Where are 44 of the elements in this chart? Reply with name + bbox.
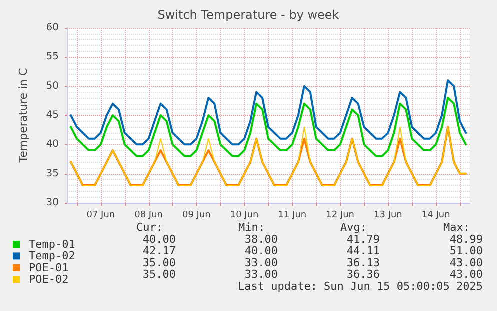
- x-tick-label: 13 Jun: [374, 210, 402, 220]
- x-tick-label: 11 Jun: [278, 210, 307, 220]
- text: 40.00: [244, 244, 278, 258]
- x-tick-label: 08 Jun: [134, 210, 163, 220]
- text: 33.00: [244, 268, 278, 282]
- line-series: [70, 80, 468, 146]
- y-tick-label: 30: [46, 198, 59, 208]
- legend-label: Temp-01: [29, 238, 76, 251]
- y-tick-label: 40: [46, 139, 59, 150]
- text: 41.79: [346, 233, 380, 246]
- text: 48.99: [450, 233, 484, 246]
- text: Min:: [238, 221, 266, 234]
- y-tick-label: 50: [46, 80, 59, 92]
- text: 40.00: [142, 233, 176, 246]
- text: 35.00: [142, 256, 176, 270]
- y-tick-label: 60: [46, 22, 59, 34]
- text: 33.00: [244, 256, 278, 270]
- text: 51.00: [450, 244, 484, 258]
- text: Last update: Sun Jun 15 05:00:05 2025: [238, 280, 484, 293]
- x-tick-label: 12 Jun: [326, 210, 355, 220]
- text: Cur:: [136, 221, 164, 234]
- text: 35.00: [142, 268, 176, 282]
- text: 42.17: [142, 244, 176, 258]
- y-tick-label: 55: [46, 52, 59, 63]
- line-series: [70, 97, 468, 158]
- x-tick-label: 09 Jun: [182, 210, 211, 220]
- y-axis-title: Temperature in C: [17, 68, 30, 164]
- y-tick-label: 35: [46, 168, 59, 180]
- text: 43.00: [450, 268, 484, 282]
- legend-label: POE-01: [29, 261, 69, 274]
- legend-label: POE-02: [29, 273, 69, 286]
- x-tick-label: 07 Jun: [86, 210, 116, 220]
- text: Max:: [444, 221, 470, 234]
- x-tick-label: 10 Jun: [230, 210, 259, 220]
- text: 38.00: [244, 233, 278, 246]
- y-tick-label: 45: [46, 110, 59, 121]
- chart-title: Switch Temperature - by week: [158, 8, 340, 22]
- legend-label: Temp-02: [29, 250, 76, 263]
- text: 36.36: [346, 268, 380, 282]
- text: 36.13: [346, 256, 380, 270]
- text: Avg:: [340, 221, 368, 234]
- text: 44.11: [346, 244, 380, 258]
- x-tick-label: 14 Jun: [422, 210, 450, 220]
- text: 43.00: [450, 256, 484, 270]
